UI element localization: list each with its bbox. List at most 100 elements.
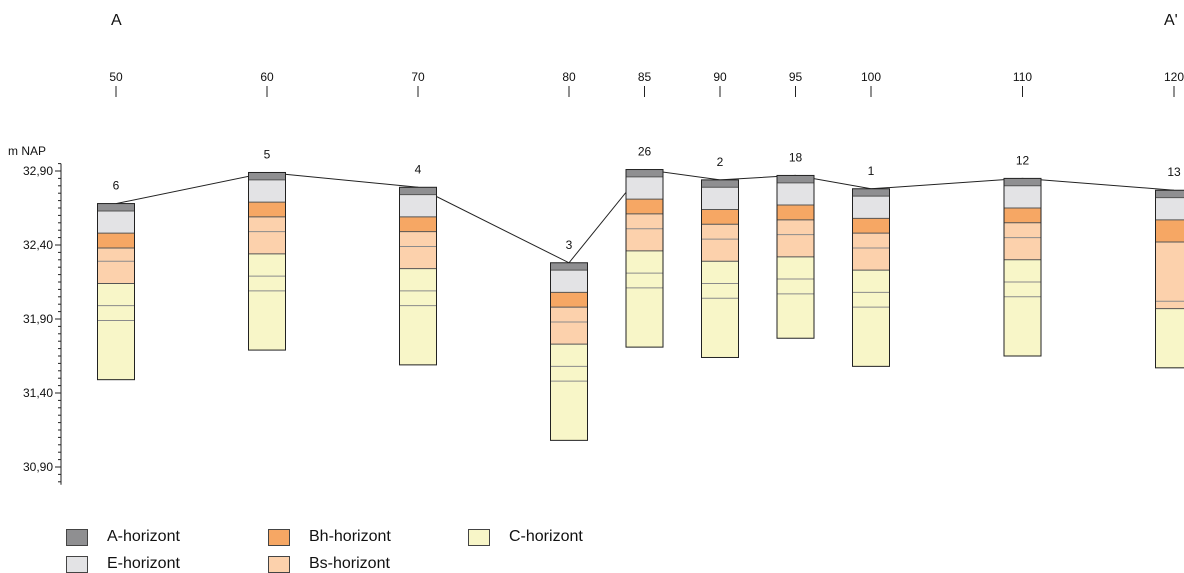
horizon-c-layer (852, 292, 890, 308)
section-start-label: A (111, 12, 122, 29)
horizon-bs-layer (1155, 301, 1184, 309)
boring-column: 13 (1155, 165, 1184, 369)
horizon-bh-layer (1004, 208, 1041, 223)
horizon-c-layer (248, 276, 286, 291)
horizon-a-layer (550, 262, 588, 271)
legend-swatch-c (468, 528, 490, 546)
boring-outline (852, 188, 890, 367)
horizon-bh-layer (852, 218, 890, 234)
boring-column: 1 (852, 164, 890, 367)
x-tick-label: 80 (562, 70, 576, 84)
horizon-bs-layer (1004, 237, 1041, 260)
horizon-e-layer (626, 176, 663, 200)
legend-label: C-horizont (509, 528, 583, 545)
boring-outline (776, 174, 815, 339)
horizon-c-layer (97, 320, 135, 380)
horizon-c-layer (1155, 308, 1184, 368)
horizon-bh-layer (97, 233, 135, 248)
horizon-c-layer (626, 273, 663, 288)
boring-outline (625, 169, 664, 348)
horizon-bs-layer (626, 228, 663, 251)
boring-outline (701, 179, 739, 358)
boring-outline (97, 203, 135, 381)
distance-axis: 50 60 70 80 85 90 95 100 110 120 (109, 70, 1184, 97)
horizon-c-layer (1004, 282, 1041, 297)
horizon-c-layer (777, 293, 814, 339)
boring-id-label: 13 (1167, 165, 1181, 179)
horizon-bs-layer (1004, 222, 1041, 238)
boring-id-label: 18 (789, 150, 803, 164)
borings: 6 5 4 3 26 2 18 1 12 13 (97, 145, 1184, 441)
horizon-c-layer (550, 344, 588, 367)
horizon-bs-layer (248, 231, 286, 254)
horizon-c-layer (550, 381, 588, 441)
horizon-c-layer (97, 305, 135, 321)
horizon-a-layer (248, 172, 286, 180)
horizon-e-layer (97, 210, 135, 234)
horizon-c-layer (626, 250, 663, 274)
horizon-e-layer (1155, 197, 1184, 220)
horizon-a-layer (626, 169, 663, 177)
horizon-e-layer (550, 270, 588, 293)
horizon-e-layer (248, 179, 286, 203)
horizon-bs-layer (701, 239, 739, 262)
horizon-bs-layer (550, 321, 588, 345)
horizon-c-layer (701, 283, 739, 299)
y-tick-label: 31,40 (23, 386, 53, 400)
horizon-c-layer (1004, 259, 1041, 282)
horizon-a-layer (777, 175, 814, 183)
x-tick-label: 90 (713, 70, 727, 84)
horizon-a-layer (701, 179, 739, 188)
x-tick-label: 110 (1013, 70, 1032, 84)
boring-column: 5 (248, 147, 286, 351)
boring-column: 26 (625, 145, 664, 348)
legend-swatch-a (66, 528, 88, 546)
elevation-axis: 32,90 32,40 31,90 31,40 30,90 m NAP (8, 144, 62, 485)
x-tick-label: 95 (789, 70, 803, 84)
horizon-a-layer (399, 187, 437, 195)
x-tick-label: 60 (260, 70, 274, 84)
horizon-c-layer (399, 268, 437, 291)
x-tick-label: 85 (638, 70, 652, 84)
x-tick-label: 120 (1164, 70, 1184, 84)
surface-connecting-line (115, 168, 1175, 264)
boring-id-label: 2 (717, 155, 724, 169)
horizon-bs-layer (97, 261, 135, 284)
legend: A-horizont E-horizont Bh-horizont Bs-hor… (66, 528, 686, 573)
x-tick-label: 50 (109, 70, 123, 84)
horizon-e-layer (777, 182, 814, 206)
horizon-c-layer (852, 270, 890, 293)
legend-swatch-e (66, 555, 88, 573)
horizon-c-layer (399, 305, 437, 365)
legend-swatch-bs (268, 555, 290, 573)
horizon-c-layer (550, 366, 588, 382)
horizon-c-layer (626, 287, 663, 348)
y-tick-label: 32,40 (23, 238, 53, 252)
horizon-a-layer (1155, 190, 1184, 198)
horizon-c-layer (248, 290, 286, 351)
legend-label: E-horizont (107, 555, 180, 572)
boring-column: 2 (701, 155, 739, 358)
horizon-c-layer (777, 256, 814, 280)
legend-item-e-horizont: E-horizont (66, 555, 180, 573)
boring-outline (248, 171, 286, 351)
horizon-c-layer (97, 283, 135, 306)
legend-item-bh-horizont: Bh-horizont (268, 528, 391, 546)
boring-outline (550, 262, 588, 441)
surface-line (115, 168, 1175, 264)
boring-outline (1003, 177, 1042, 357)
horizon-bs-layer (777, 219, 814, 235)
legend-swatch-bh (268, 528, 290, 546)
horizon-a-layer (1004, 178, 1041, 186)
boring-id-label: 3 (566, 238, 573, 252)
boring-column: 4 (399, 162, 437, 366)
horizon-bs-layer (399, 246, 437, 269)
boring-id-label: 1 (868, 164, 875, 178)
x-tick-label: 100 (861, 70, 881, 84)
boring-column: 6 (97, 179, 135, 381)
boring-outline (1155, 189, 1184, 369)
legend-label: A-horizont (107, 528, 180, 545)
horizon-bs-layer (248, 216, 286, 232)
horizon-bh-layer (248, 202, 286, 217)
